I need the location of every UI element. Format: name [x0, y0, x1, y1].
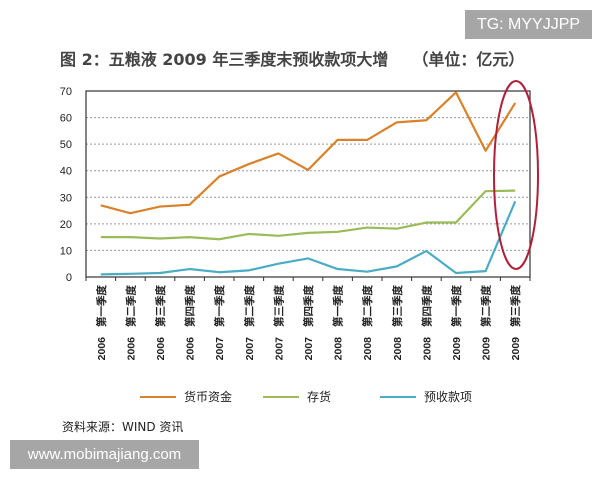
- x-tick-quarter: 第三季度: [154, 285, 167, 327]
- x-tick-year: 2006: [96, 337, 108, 361]
- y-tick-label: 20: [60, 219, 72, 231]
- x-tick-quarter: 第二季度: [124, 285, 137, 327]
- x-tick-year: 2006: [125, 337, 137, 361]
- chart-title: 图 2：五粮液 2009 年三季度末预收款项大增 （单位：亿元）: [60, 50, 525, 69]
- x-tick-year: 2007: [244, 337, 256, 361]
- y-tick-label: 10: [60, 245, 72, 257]
- legend-item-advance-receipts: 预收款项: [380, 388, 472, 405]
- legend-swatch: [263, 395, 299, 398]
- x-tick-label: 第二季度 2009: [480, 285, 493, 361]
- y-tick-label: 50: [60, 139, 72, 151]
- watermark-bottom: www.mobimajiang.com: [10, 440, 199, 469]
- legend-label: 预收款项: [424, 390, 473, 404]
- x-tick-label: 第四季度 2008: [420, 285, 433, 361]
- x-tick-quarter: 第一季度: [213, 285, 226, 327]
- x-tick-year: 2009: [451, 337, 463, 361]
- x-tick-label: 第四季度 2007: [302, 285, 315, 361]
- x-tick-quarter: 第三季度: [391, 285, 404, 327]
- x-tick-year: 2009: [481, 337, 493, 361]
- legend-swatch: [140, 395, 176, 398]
- legend: 货币资金 存货 预收款项: [0, 388, 600, 406]
- x-tick-quarter: 第一季度: [450, 285, 463, 327]
- source-note: 资料来源：WIND 资讯: [62, 420, 184, 434]
- x-tick-quarter: 第一季度: [332, 285, 345, 327]
- x-tick-label: 第一季度 2007: [213, 285, 226, 361]
- series-line-1: [100, 189, 516, 241]
- legend-label: 货币资金: [184, 390, 233, 404]
- x-tick-quarter: 第三季度: [272, 285, 285, 327]
- watermark-top: TG: MYYJJPP: [465, 10, 592, 39]
- y-tick-label: 40: [60, 166, 72, 178]
- x-tick-year: 2007: [273, 337, 285, 361]
- x-tick-label: 第二季度 2007: [243, 285, 256, 361]
- x-tick-year: 2008: [421, 337, 433, 361]
- legend-label: 存货: [307, 390, 332, 404]
- highlight-ellipse: [493, 80, 539, 270]
- x-tick-label: 第二季度 2008: [361, 285, 374, 361]
- x-tick-label: 第三季度 2009: [509, 285, 522, 361]
- x-tick-year: 2008: [362, 337, 374, 361]
- legend-item-inventory: 存货: [263, 388, 331, 405]
- x-tick-label: 第一季度 2006: [95, 285, 108, 361]
- x-tick-label: 第一季度 2009: [450, 285, 463, 361]
- x-tick-label: 第三季度 2008: [391, 285, 404, 361]
- x-tick-year: 2009: [510, 337, 522, 361]
- x-tick-year: 2006: [155, 337, 167, 361]
- x-tick-quarter: 第四季度: [420, 285, 433, 327]
- x-tick-label: 第四季度 2006: [184, 285, 197, 361]
- x-tick-label: 第三季度 2007: [272, 285, 285, 361]
- x-tick-label: 第一季度 2008: [332, 285, 345, 361]
- x-tick-label: 第三季度 2006: [154, 285, 167, 361]
- y-tick-label: 0: [66, 272, 72, 284]
- x-tick-quarter: 第四季度: [302, 285, 315, 327]
- x-tick-quarter: 第一季度: [95, 285, 108, 327]
- x-tick-year: 2008: [333, 337, 345, 361]
- line-chart: 010203040506070第一季度2006第二季度2006第三季度2006第…: [60, 80, 539, 361]
- x-tick-year: 2008: [392, 337, 404, 361]
- y-tick-label: 30: [60, 192, 72, 204]
- y-tick-label: 60: [60, 113, 72, 125]
- y-tick-label: 70: [60, 86, 72, 98]
- x-tick-quarter: 第二季度: [361, 285, 374, 327]
- series-line-0: [100, 91, 517, 215]
- x-tick-quarter: 第二季度: [243, 285, 256, 327]
- x-tick-label: 第二季度 2006: [124, 285, 137, 361]
- x-tick-quarter: 第二季度: [480, 285, 493, 327]
- legend-swatch: [380, 395, 416, 398]
- x-tick-quarter: 第三季度: [509, 285, 522, 327]
- x-tick-quarter: 第四季度: [184, 285, 197, 327]
- legend-item-cash: 货币资金: [140, 388, 232, 405]
- x-tick-year: 2006: [185, 337, 197, 361]
- x-tick-year: 2007: [303, 337, 315, 361]
- plot-frame: [85, 90, 531, 278]
- x-tick-year: 2007: [214, 337, 226, 361]
